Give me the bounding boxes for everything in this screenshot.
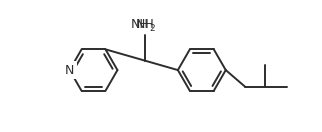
Text: 2: 2 [150, 24, 156, 33]
Text: N: N [65, 64, 74, 77]
Text: NH₂: NH₂ [133, 18, 156, 31]
Text: NH: NH [131, 18, 150, 31]
Text: NH: NH [135, 18, 154, 31]
